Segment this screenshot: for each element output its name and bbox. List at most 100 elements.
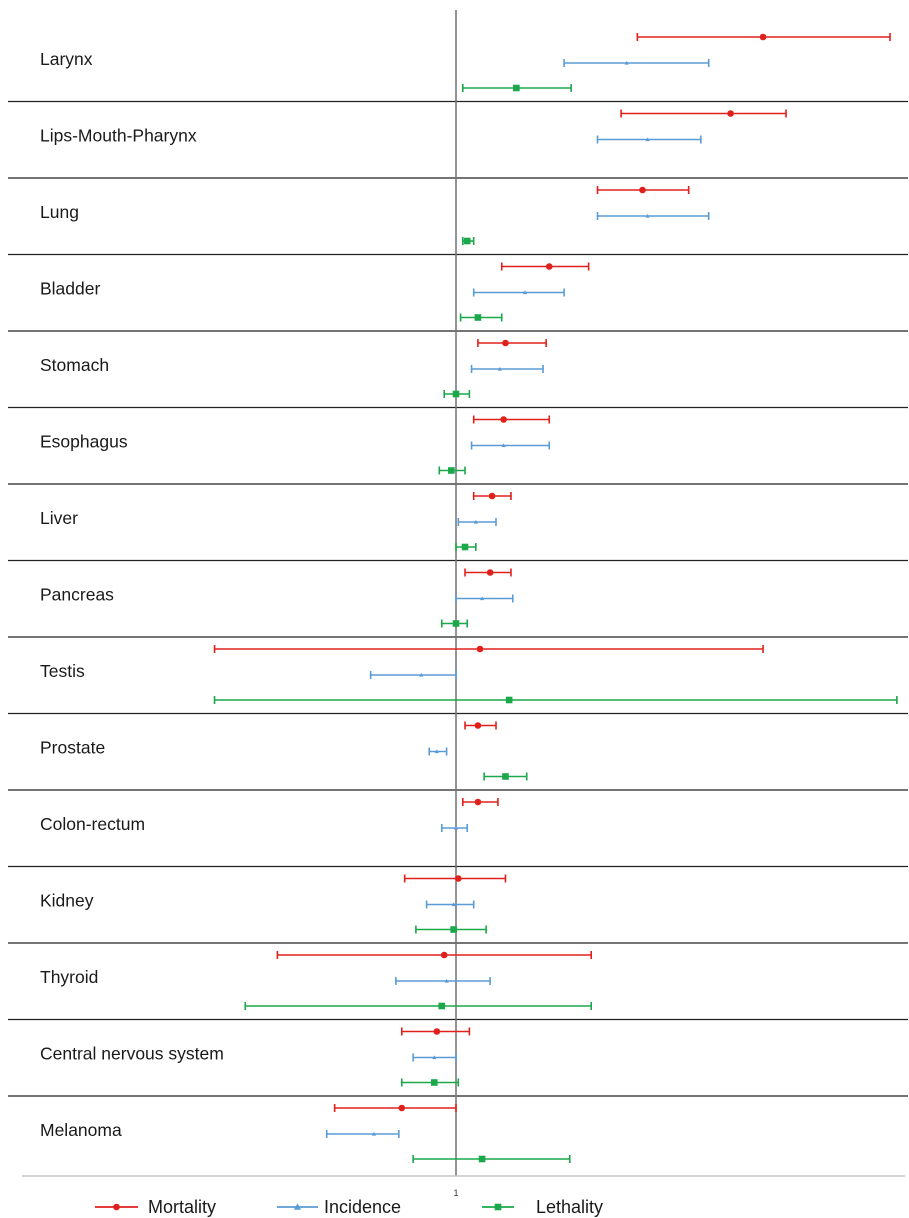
mortality-point-estimate — [545, 263, 553, 270]
mortality-point-estimate — [476, 645, 484, 653]
category-label: Stomach — [40, 355, 109, 375]
legend-entry-incidence: Incidence — [277, 1197, 401, 1217]
category-row-lung: Lung — [40, 186, 710, 245]
category-rows: Larynx Lips-Mouth-Pharynx Lung Bladder Stoma… — [40, 33, 898, 1163]
lethality-interval — [455, 543, 477, 551]
mortality-point-estimate — [488, 492, 496, 500]
category-row-liver: Liver — [40, 492, 512, 551]
mortality-interval — [500, 262, 590, 271]
category-row-esophagus: Esophagus — [40, 415, 551, 475]
category-label: Pancreas — [40, 584, 114, 604]
lethality-point-estimate — [461, 543, 469, 551]
category-label: Lips-Mouth-Pharynx — [40, 125, 197, 145]
lethality-interval — [483, 772, 528, 781]
category-row-pancreas: Pancreas — [40, 568, 514, 628]
lethality-interval — [461, 237, 475, 245]
incidence-point-estimate — [497, 366, 502, 371]
category-label: Bladder — [40, 278, 100, 298]
incidence-point-estimate — [432, 1055, 437, 1060]
mortality-interval — [620, 109, 787, 118]
mortality-point-estimate — [454, 875, 462, 882]
lethality-point-estimate — [452, 390, 460, 398]
incidence-point-estimate — [624, 60, 629, 65]
incidence-interval — [596, 135, 702, 144]
lethality-interval — [400, 1078, 460, 1087]
lethality-point-estimate — [505, 696, 513, 704]
incidence-point-estimate — [451, 902, 456, 907]
mortality-interval — [636, 33, 891, 41]
category-label: Melanoma — [40, 1120, 122, 1140]
mortality-point-estimate — [433, 1028, 441, 1035]
legend-circle-marker — [113, 1203, 120, 1211]
legend: Mortality Incidence Lethality — [95, 1197, 603, 1217]
lethality-point-estimate — [431, 1079, 438, 1086]
category-row-prostate: Prostate — [40, 721, 528, 781]
lethality-point-estimate — [438, 1002, 446, 1010]
row-separators — [8, 100, 908, 1097]
mortality-point-estimate — [398, 1104, 406, 1112]
mortality-point-estimate — [440, 951, 448, 959]
incidence-interval — [425, 900, 475, 909]
lethality-interval — [459, 313, 503, 322]
incidence-interval — [563, 59, 710, 67]
mortality-interval — [333, 1104, 457, 1112]
category-label: Thyroid — [40, 967, 98, 987]
legend-entry-lethality: Lethality — [482, 1197, 603, 1217]
lethality-point-estimate — [502, 773, 509, 780]
mortality-point-estimate — [486, 569, 494, 576]
mortality-interval — [400, 1027, 471, 1036]
incidence-interval — [325, 1130, 400, 1138]
incidence-interval — [470, 441, 551, 450]
lethality-interval — [461, 84, 572, 92]
mortality-interval — [276, 951, 592, 959]
incidence-point-estimate — [645, 137, 650, 142]
mortality-interval — [213, 645, 764, 653]
legend-square-marker — [494, 1203, 502, 1211]
incidence-interval — [440, 824, 469, 832]
lethality-point-estimate — [474, 314, 482, 321]
incidence-interval — [412, 1053, 457, 1062]
lethality-point-estimate — [452, 620, 460, 627]
mortality-point-estimate — [639, 186, 646, 194]
category-row-larynx: Larynx — [40, 33, 891, 92]
legend-label: Lethality — [536, 1197, 603, 1217]
mortality-point-estimate — [727, 110, 734, 117]
category-label: Testis — [40, 661, 85, 681]
category-row-colon-rectum: Colon-rectum — [40, 798, 499, 834]
category-row-testis: Testis — [40, 645, 898, 704]
incidence-point-estimate — [479, 596, 485, 601]
incidence-point-estimate — [522, 290, 528, 295]
mortality-interval — [477, 339, 547, 347]
legend-label: Incidence — [324, 1197, 401, 1217]
incidence-interval — [395, 977, 491, 985]
category-label: Larynx — [40, 49, 93, 69]
lethality-interval — [244, 1002, 592, 1010]
category-row-central-nervous-system: Central nervous system — [40, 1027, 471, 1087]
mortality-interval — [472, 492, 512, 500]
category-row-kidney: Kidney — [40, 874, 507, 934]
category-label: Liver — [40, 508, 78, 528]
legend-label: Mortality — [148, 1197, 216, 1217]
mortality-interval — [596, 186, 690, 194]
lethality-point-estimate — [478, 1155, 486, 1163]
category-label: Central nervous system — [40, 1043, 224, 1063]
mortality-interval — [464, 721, 497, 730]
category-row-bladder: Bladder — [40, 262, 590, 322]
category-label: Kidney — [40, 890, 94, 910]
lethality-interval — [213, 696, 898, 704]
mortality-point-estimate — [474, 722, 482, 729]
category-row-stomach: Stomach — [40, 339, 547, 398]
category-row-thyroid: Thyroid — [40, 951, 592, 1010]
incidence-point-estimate — [371, 1131, 377, 1136]
lethality-interval — [443, 390, 471, 398]
x-tick-label: 1 — [453, 1188, 458, 1198]
incidence-interval — [457, 518, 497, 526]
mortality-point-estimate — [759, 33, 767, 41]
incidence-interval — [470, 365, 544, 373]
category-label: Lung — [40, 202, 79, 222]
mortality-point-estimate — [502, 339, 509, 347]
lethality-point-estimate — [513, 84, 520, 92]
mortality-point-estimate — [474, 798, 482, 806]
lethality-interval — [438, 466, 466, 475]
